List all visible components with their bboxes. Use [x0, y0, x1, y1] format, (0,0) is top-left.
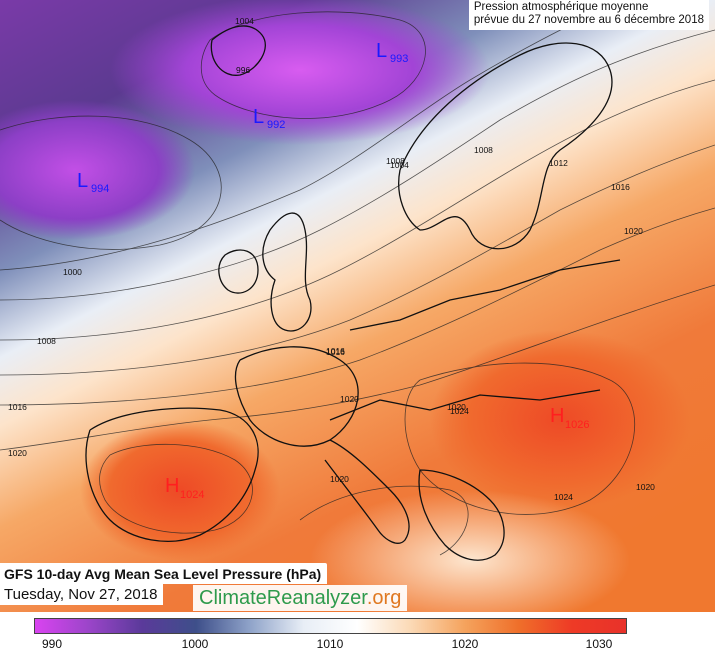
low-center: L 992: [253, 106, 285, 131]
center-letter: L: [376, 40, 387, 62]
low-center: L 994: [77, 170, 109, 195]
map-title: GFS 10-day Avg Mean Sea Level Pressure (…: [0, 563, 328, 584]
center-letter: L: [253, 106, 264, 128]
isobar-label: 1016: [326, 347, 345, 357]
italy-outline: [324, 439, 410, 544]
colorbar-tick: 990: [41, 637, 63, 651]
low-center: L 993: [376, 40, 408, 65]
center-letter: H: [165, 475, 179, 497]
colorbar-tick: 1000: [181, 637, 209, 651]
isobar-label: 1024: [554, 492, 573, 502]
colorbar-tick: 1030: [585, 637, 613, 651]
balkans-outline: [418, 469, 505, 561]
high-pressure-zone: [430, 330, 690, 510]
isobar-label: 1020: [447, 402, 466, 412]
iceland-outline: [210, 25, 266, 76]
colorbar-tick: 1020: [451, 637, 479, 651]
isobar-lines: [0, 9, 715, 556]
isobar-label: 1024: [450, 406, 469, 416]
high-center: H 1026: [550, 405, 589, 431]
northern-borders: [349, 259, 621, 331]
center-value: 994: [91, 183, 109, 195]
high-pressure-zone: [80, 420, 280, 560]
low-pressure-zone: [0, 100, 195, 240]
isobar-label: 1020: [636, 482, 655, 492]
isobar-label: 1000: [63, 267, 82, 277]
scandinavia-outline: [398, 42, 613, 250]
isobar-label: 1004: [390, 160, 409, 170]
center-value: 1024: [180, 489, 204, 501]
colorbar: [34, 618, 627, 634]
center-value: 992: [267, 119, 285, 131]
france-outline: [234, 346, 359, 447]
center-letter: L: [77, 170, 88, 192]
isobar-label: 1020: [330, 474, 349, 484]
center-value: 1026: [565, 419, 589, 431]
coastlines: [85, 25, 621, 561]
isobar-label: 1016: [326, 346, 345, 356]
brand-main: ClimateReanalyzer: [199, 587, 367, 609]
isobar-label: 1008: [474, 145, 493, 155]
isobar-label: 1020: [340, 394, 359, 404]
great-britain-outline: [262, 212, 312, 332]
isobar-label: 1020: [624, 226, 643, 236]
iberia-outline: [85, 407, 259, 542]
caption-line-1: Pression atmosphérique moyenne: [473, 1, 649, 13]
central-europe-borders: [329, 389, 601, 421]
isobar-label: 1016: [611, 182, 630, 192]
isobar-label: 1012: [549, 158, 568, 168]
isobar-label: 1020: [8, 448, 27, 458]
high-center: H 1024: [165, 475, 204, 501]
forecast-caption: Pression atmosphérique moyenne prévue du…: [468, 0, 709, 30]
brand-logo: ClimateReanalyzer.org: [193, 585, 408, 611]
isobar-labels: 1004 996 1008 1012 1016 1020 1000 1008 1…: [8, 16, 655, 502]
isobar-label: 1016: [8, 402, 27, 412]
isobar-label: 1008: [386, 156, 405, 166]
low-pressure-zone: [110, 0, 490, 145]
isobar-label: 1004: [235, 16, 254, 26]
map-date: Tuesday, Nov 27, 2018: [0, 584, 164, 605]
caption-line-2: prévue du 27 novembre au 6 décembre 2018: [473, 14, 704, 26]
pressure-centers: L 993 L 992 L 994 H 1026 H 1024: [77, 40, 589, 501]
isobar-label: 1008: [37, 336, 56, 346]
center-value: 993: [390, 53, 408, 65]
isobar-label: 996: [236, 65, 250, 75]
ireland-outline: [218, 249, 259, 294]
brand-suffix: .org: [366, 587, 402, 609]
colorbar-tick: 1010: [316, 637, 344, 651]
center-letter: H: [550, 405, 564, 427]
